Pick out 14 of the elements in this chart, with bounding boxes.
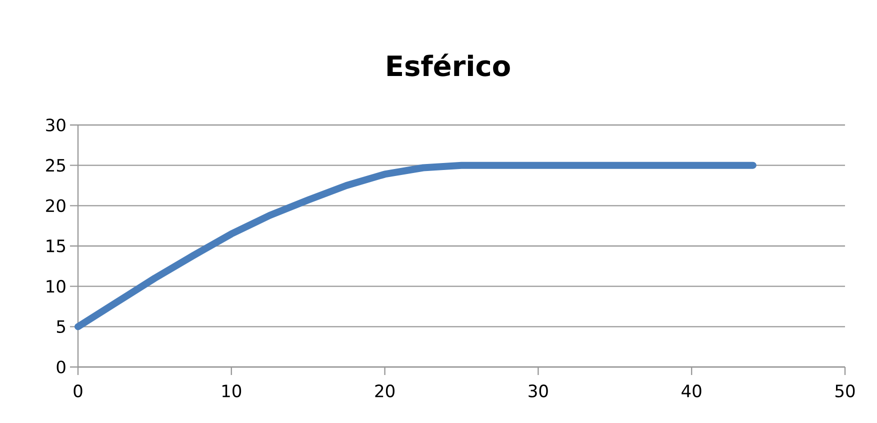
x-tick-label: 10 xyxy=(222,384,242,398)
x-tick-label: 40 xyxy=(682,384,702,398)
chart-title: Esférico xyxy=(387,54,510,76)
x-tick-label: 20 xyxy=(375,384,394,398)
y-tick-label: 15 xyxy=(46,240,65,252)
x-tick-label: 0 xyxy=(74,384,82,398)
x-tick-label: 50 xyxy=(836,384,855,398)
y-tick-label: 25 xyxy=(46,158,65,172)
x-tick-label: 30 xyxy=(528,384,548,398)
y-tick-label: 10 xyxy=(46,280,66,293)
y-tick-label: 5 xyxy=(56,320,65,333)
y-tick-label: 30 xyxy=(46,118,66,132)
y-tick-label: 0 xyxy=(56,360,66,374)
y-tick-label: 20 xyxy=(46,199,66,212)
